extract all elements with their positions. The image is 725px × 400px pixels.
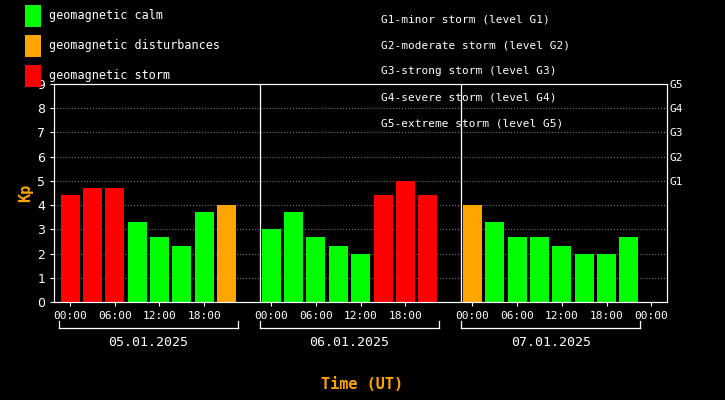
Bar [463, 205, 482, 302]
Text: geomagnetic storm: geomagnetic storm [49, 70, 170, 82]
Bar [173, 246, 191, 302]
Text: G2-moderate storm (level G2): G2-moderate storm (level G2) [381, 40, 570, 50]
Bar [619, 236, 639, 302]
Bar [284, 212, 303, 302]
Bar [128, 222, 146, 302]
Text: G5-extreme storm (level G5): G5-extreme storm (level G5) [381, 118, 563, 128]
Bar [552, 246, 571, 302]
Bar [485, 222, 505, 302]
Bar [373, 196, 392, 302]
Text: Time (UT): Time (UT) [321, 377, 404, 392]
Bar [418, 196, 437, 302]
Text: geomagnetic calm: geomagnetic calm [49, 10, 162, 22]
Bar [262, 229, 281, 302]
Bar [396, 181, 415, 302]
Bar [530, 236, 549, 302]
Bar [329, 246, 348, 302]
Bar [105, 188, 124, 302]
Bar [597, 254, 616, 302]
Bar [217, 205, 236, 302]
Bar [307, 236, 326, 302]
Text: geomagnetic disturbances: geomagnetic disturbances [49, 40, 220, 52]
Text: 06.01.2025: 06.01.2025 [310, 336, 389, 349]
Bar [351, 254, 370, 302]
Bar [507, 236, 526, 302]
Text: 05.01.2025: 05.01.2025 [108, 336, 188, 349]
Bar [83, 188, 102, 302]
Text: G4-severe storm (level G4): G4-severe storm (level G4) [381, 92, 556, 102]
Bar [150, 236, 169, 302]
Text: G1-minor storm (level G1): G1-minor storm (level G1) [381, 14, 550, 24]
Bar [575, 254, 594, 302]
Y-axis label: Kp: Kp [18, 184, 33, 202]
Bar [60, 196, 80, 302]
Text: 07.01.2025: 07.01.2025 [510, 336, 591, 349]
Text: G3-strong storm (level G3): G3-strong storm (level G3) [381, 66, 556, 76]
Bar [195, 212, 214, 302]
